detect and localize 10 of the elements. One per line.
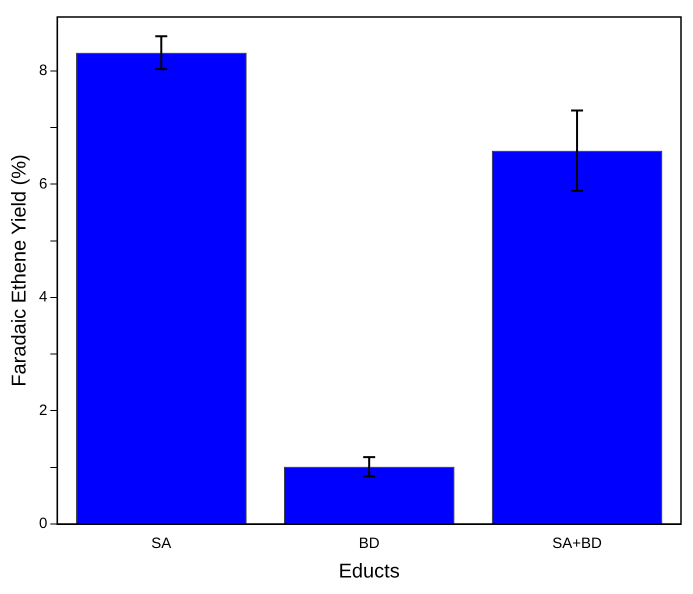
x-tick-label: SA xyxy=(151,535,172,552)
y-tick-label: 8 xyxy=(39,62,48,79)
x-tick-label: BD xyxy=(358,535,380,552)
x-axis-title: Educts xyxy=(338,560,400,583)
y-tick-label: 0 xyxy=(39,515,48,532)
y-tick-label: 6 xyxy=(39,175,48,192)
x-tick-label: SA+BD xyxy=(552,535,602,552)
y-tick-label: 2 xyxy=(39,402,48,419)
y-tick-label: 4 xyxy=(39,288,48,306)
y-axis-title: Faradaic Ethene Yield (%) xyxy=(8,154,31,387)
